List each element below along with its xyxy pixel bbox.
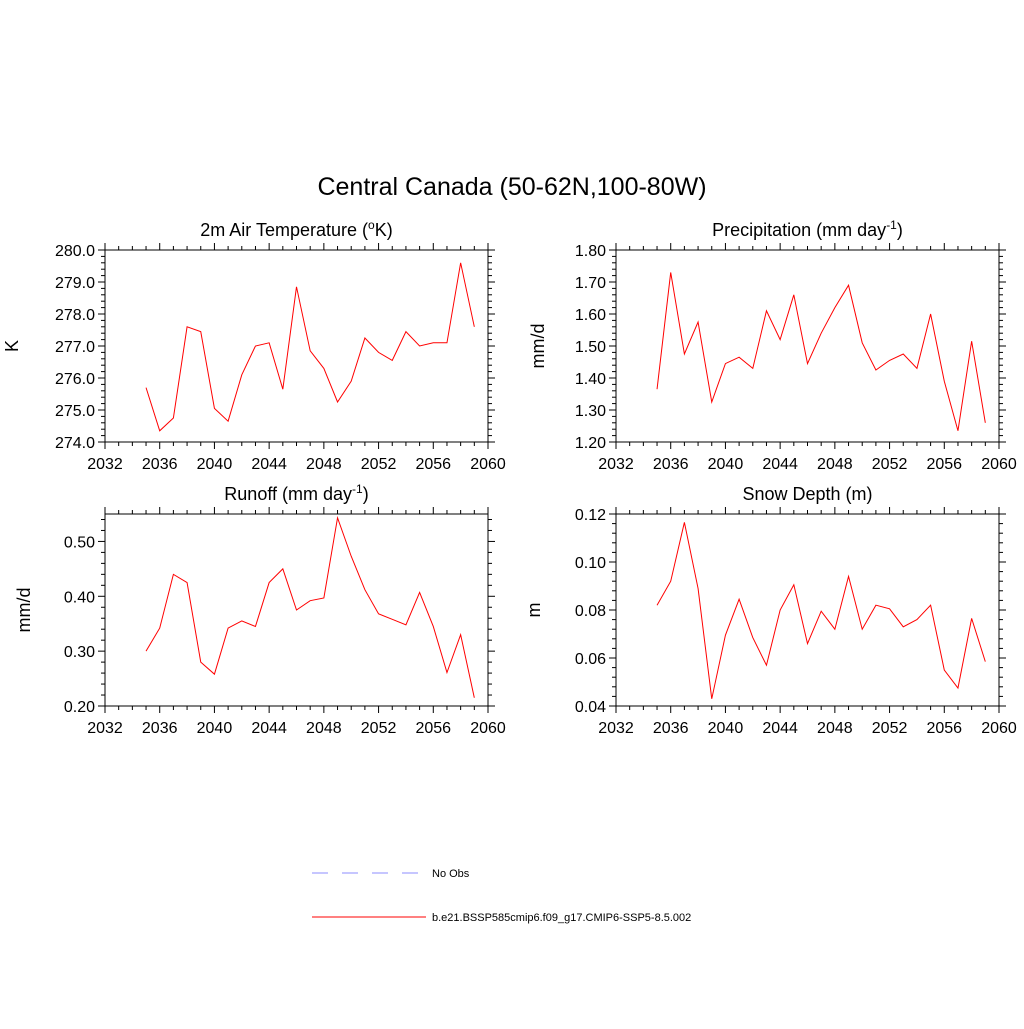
plot-frame	[615, 513, 1000, 707]
y-axis-label: K	[2, 340, 22, 352]
x-tick-label: 2032	[598, 456, 634, 473]
y-tick-label: 0.06	[575, 651, 606, 668]
x-tick-label: 2052	[872, 720, 908, 737]
panel-title: 2m Air Temperature (oK)	[200, 218, 392, 240]
series-line	[145, 262, 475, 432]
chart-panel-4: 2032 2036 2040 2044 2048 2052 2056 2060 0.04 0.06…	[524, 484, 1017, 737]
y-tick-label: 1.30	[575, 403, 606, 420]
x-tick-label: 2060	[470, 456, 506, 473]
x-tick-label: 2056	[415, 456, 451, 473]
main-title: Central Canada (50-62N,100-80W)	[317, 173, 706, 201]
x-tick-label: 2040	[197, 456, 233, 473]
x-tick-label: 2040	[708, 720, 744, 737]
y-tick-label: 0.40	[64, 589, 95, 606]
y-axis-label: m	[524, 603, 544, 618]
y-tick-label: 277.0	[55, 339, 95, 356]
y-tick-label: 276.0	[55, 371, 95, 388]
y-tick-label: 0.08	[575, 603, 606, 620]
x-tick-label: 2036	[142, 720, 178, 737]
legend-label: b.e21.BSSP585cmip6.f09_g17.CMIP6-SSP5-8.…	[432, 912, 691, 924]
x-tick-label: 2056	[926, 720, 962, 737]
panel-title: Runoff (mm day-1)	[224, 482, 368, 504]
series-line	[145, 515, 475, 698]
series-line	[656, 272, 986, 431]
y-axis-label: mm/d	[528, 324, 548, 369]
panels: 2032 2036 2040 2044 2048 2052 2056 2060 274.0 275…	[2, 218, 1017, 737]
y-tick-label: 0.30	[64, 644, 95, 661]
chart-panel-3: 2032 2036 2040 2044 2048 2052 2056 2060 0.20 0.30…	[14, 482, 506, 737]
x-tick-label: 2044	[762, 456, 798, 473]
y-tick-label: 0.10	[575, 555, 606, 572]
x-tick-label: 2036	[653, 456, 689, 473]
x-tick-label: 2044	[251, 720, 287, 737]
legend: No Obs b.e21.BSSP585cmip6.f09_g17.CMIP6-S…	[312, 868, 691, 924]
x-tick-label: 2056	[926, 456, 962, 473]
plot-frame	[104, 249, 489, 443]
y-tick-label: 1.50	[575, 339, 606, 356]
y-tick-label: 0.12	[575, 507, 606, 524]
legend-item-2: b.e21.BSSP585cmip6.f09_g17.CMIP6-SSP5-8.…	[312, 912, 691, 924]
x-tick-label: 2032	[87, 720, 123, 737]
series-line	[656, 522, 986, 699]
legend-item-1: No Obs	[312, 868, 470, 880]
y-tick-label: 280.0	[55, 243, 95, 260]
y-tick-label: 275.0	[55, 403, 95, 420]
x-tick-label: 2052	[872, 456, 908, 473]
y-tick-label: 1.40	[575, 371, 606, 388]
y-axis-label: mm/d	[14, 588, 34, 633]
legend-label: No Obs	[432, 868, 470, 880]
x-tick-label: 2040	[708, 456, 744, 473]
x-tick-label: 2048	[306, 720, 342, 737]
panel-title: Precipitation (mm day-1)	[712, 218, 903, 240]
x-tick-label: 2056	[415, 720, 451, 737]
y-tick-label: 1.70	[575, 275, 606, 292]
y-tick-label: 1.80	[575, 243, 606, 260]
plot-frame	[615, 249, 1000, 443]
x-tick-label: 2032	[87, 456, 123, 473]
chart-panel-2: 2032 2036 2040 2044 2048 2052 2056 2060 1.20 1.30…	[528, 218, 1017, 473]
x-tick-label: 2052	[361, 720, 397, 737]
x-tick-label: 2044	[251, 456, 287, 473]
y-tick-label: 0.50	[64, 534, 95, 551]
x-tick-label: 2060	[981, 720, 1017, 737]
x-tick-label: 2048	[817, 720, 853, 737]
y-tick-label: 1.60	[575, 307, 606, 324]
x-tick-label: 2036	[142, 456, 178, 473]
x-tick-label: 2032	[598, 720, 634, 737]
panel-title: Snow Depth (m)	[742, 484, 872, 504]
x-tick-label: 2040	[197, 720, 233, 737]
x-tick-label: 2052	[361, 456, 397, 473]
chart-panel-1: 2032 2036 2040 2044 2048 2052 2056 2060 274.0 275…	[2, 218, 506, 473]
y-tick-label: 278.0	[55, 307, 95, 324]
y-tick-label: 279.0	[55, 275, 95, 292]
y-tick-label: 274.0	[55, 435, 95, 452]
x-tick-label: 2044	[762, 720, 798, 737]
x-tick-label: 2060	[470, 720, 506, 737]
x-tick-label: 2060	[981, 456, 1017, 473]
x-tick-label: 2048	[306, 456, 342, 473]
y-tick-label: 1.20	[575, 435, 606, 452]
x-tick-label: 2048	[817, 456, 853, 473]
x-tick-label: 2036	[653, 720, 689, 737]
y-tick-label: 0.04	[575, 699, 606, 716]
y-tick-label: 0.20	[64, 699, 95, 716]
